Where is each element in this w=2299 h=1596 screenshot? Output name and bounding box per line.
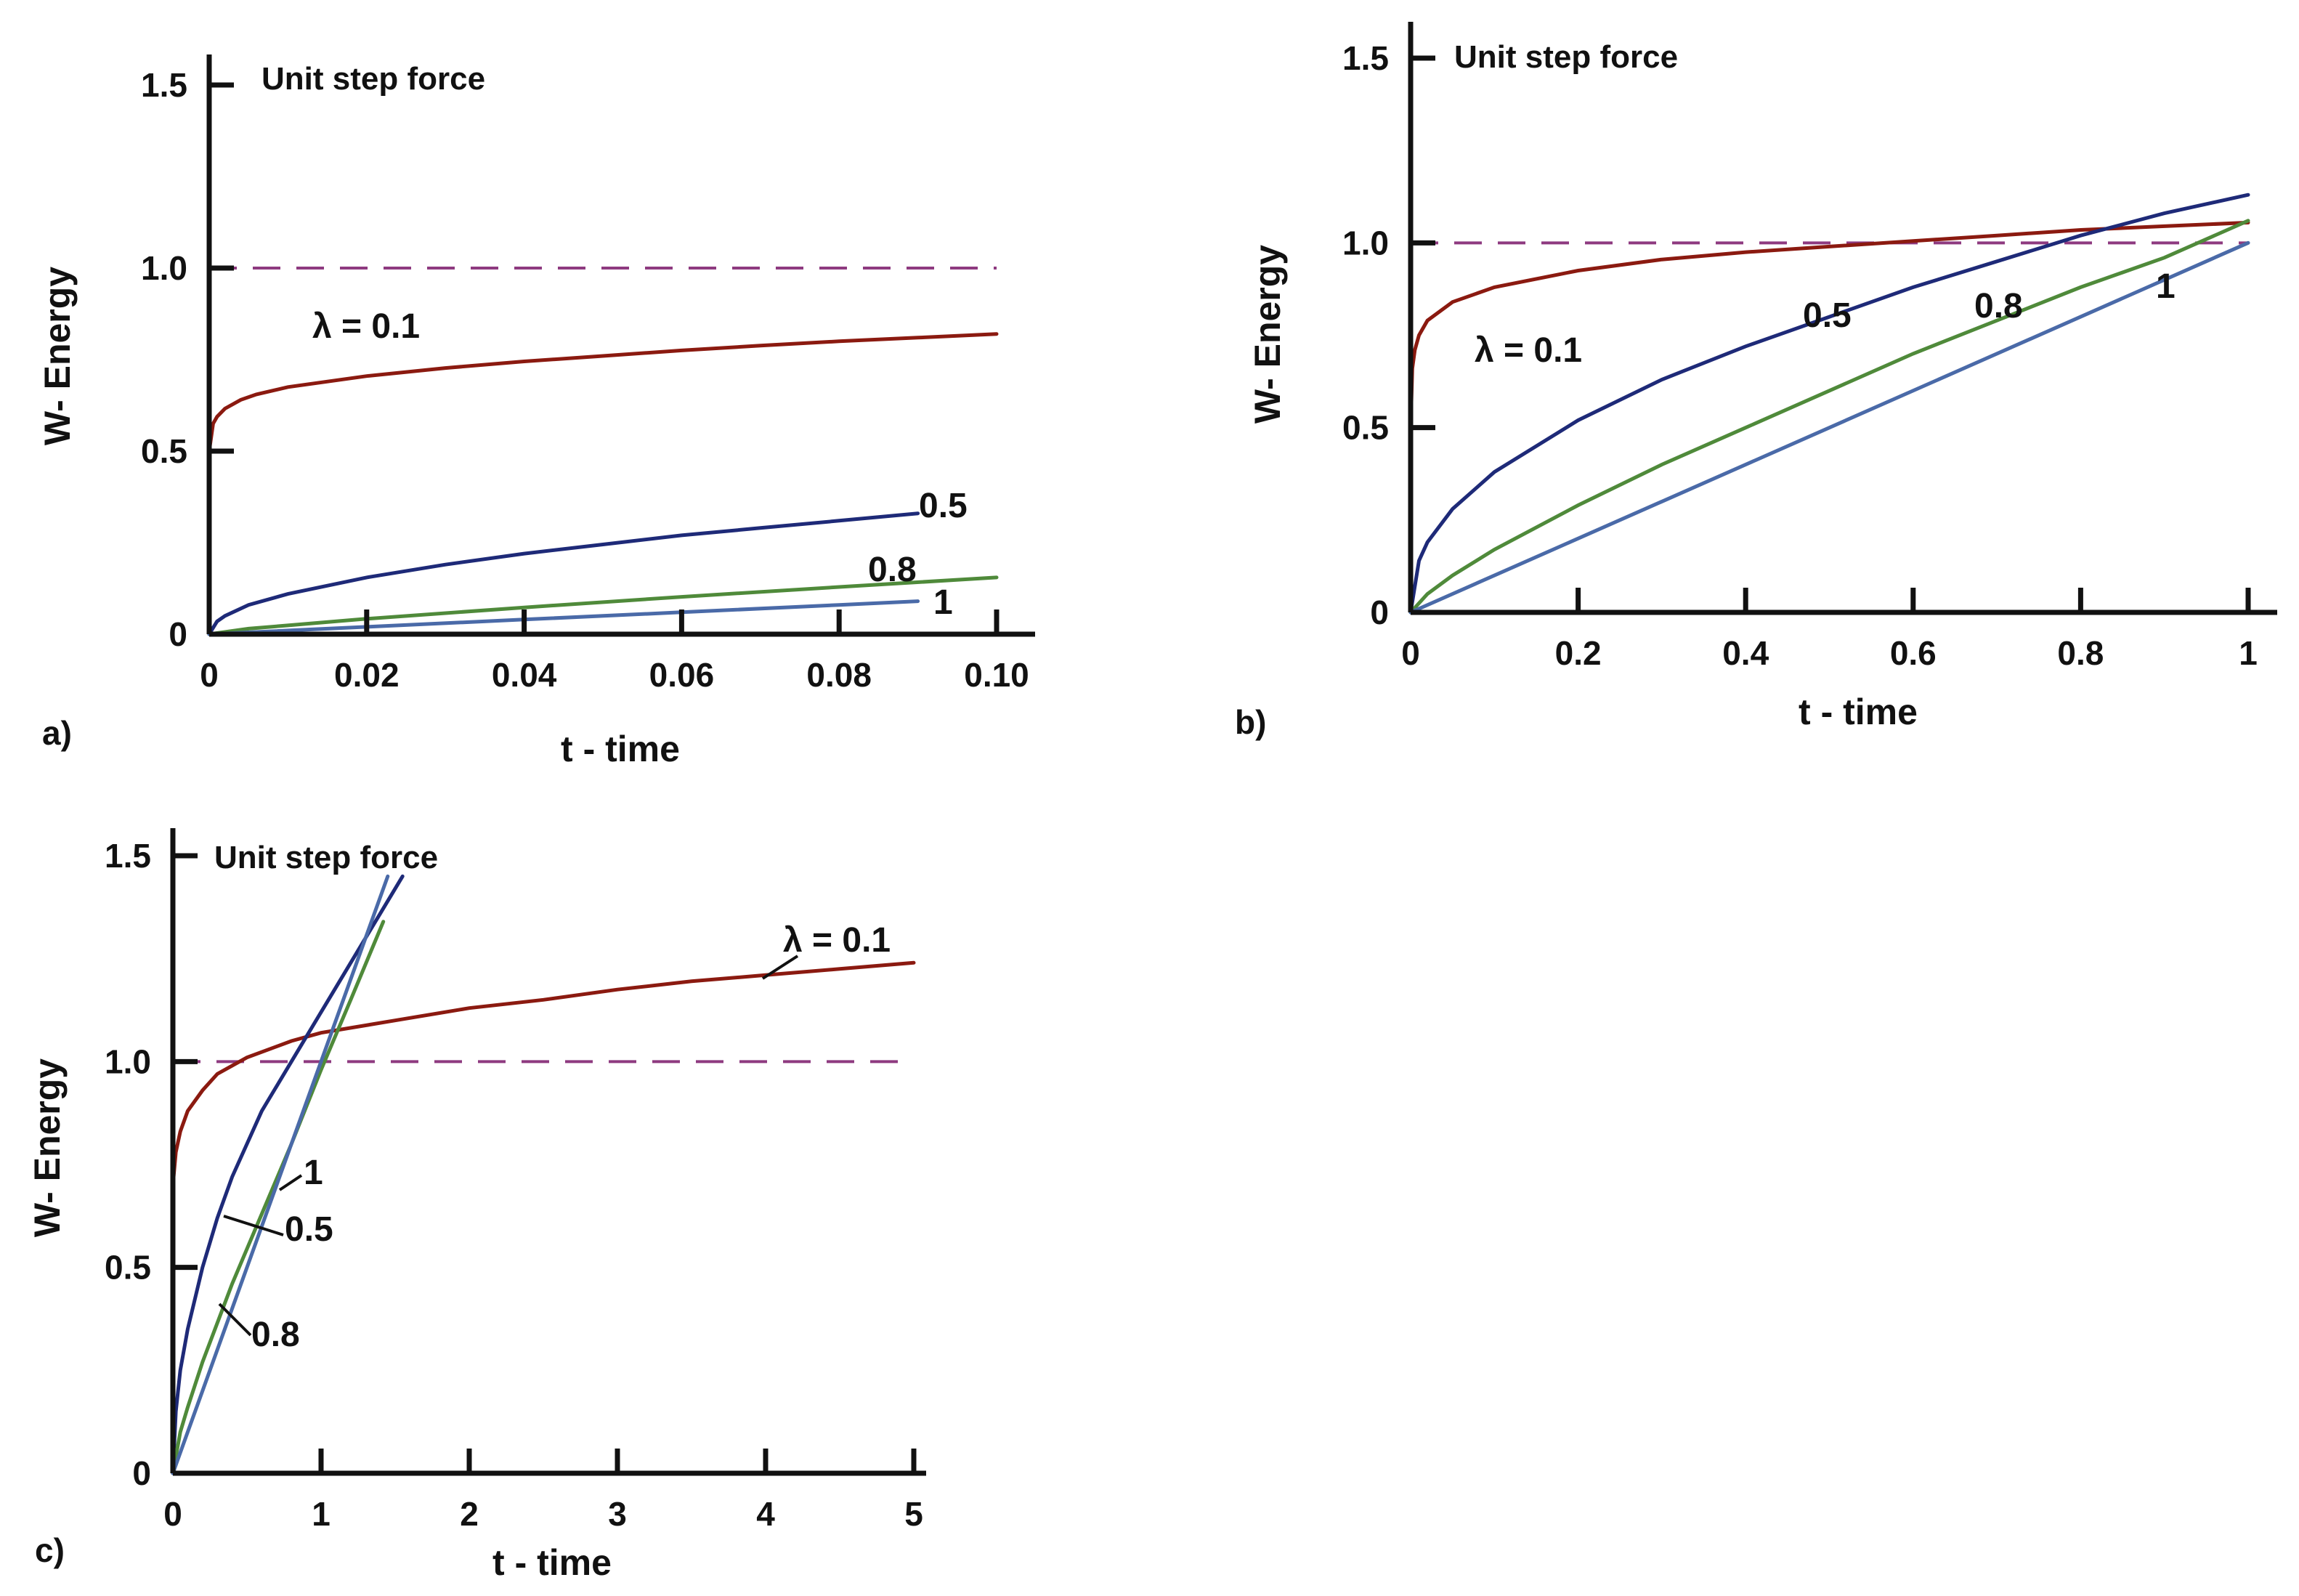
leader-c-0.5 (223, 1215, 284, 1236)
x-tick-label-b: 0 (1401, 634, 1420, 672)
x-tick-label-c: 5 (904, 1495, 923, 1533)
x-tick-label-a: 0.06 (649, 656, 715, 694)
chart-title-b: Unit step force (1454, 39, 1678, 75)
x-axis-title-a: t - time (561, 729, 680, 769)
y-tick-label-b: 0 (1370, 594, 1389, 631)
y-tick-label-a: 1.5 (141, 66, 187, 104)
series-line-c-0.1 (171, 960, 916, 1187)
y-tick-label-b: 0.5 (1342, 409, 1389, 447)
y-axis-title-a: W- Energy (37, 267, 78, 445)
y-tick-label-b: 1.0 (1342, 224, 1389, 262)
x-tick-label-c: 4 (756, 1495, 775, 1533)
x-tick-label-a: 0.04 (492, 656, 557, 694)
x-axis-title-c: t - time (492, 1542, 612, 1583)
x-tick-label-a: 0 (200, 656, 219, 694)
y-tick-label-a: 0.5 (141, 432, 187, 470)
y-axis-title-b: W- Energy (1247, 245, 1288, 424)
series-line-b-1 (1408, 240, 2250, 615)
leader-c-0.1 (761, 955, 799, 980)
x-axis-title-b: t - time (1799, 692, 1918, 732)
leader-c-1 (278, 1174, 303, 1191)
series-line-b-0.1 (1408, 220, 2250, 430)
y-tick-label-c: 1.0 (105, 1042, 151, 1080)
series-label-c-0.5: 0.5 (285, 1210, 333, 1249)
series-line-b-0.5 (1408, 193, 2250, 615)
y-tick-label-a: 0 (169, 615, 187, 653)
series-label-c-1: 1 (304, 1154, 323, 1192)
panel-label-c: c) (35, 1531, 65, 1569)
series-line-c-0.5 (171, 874, 405, 1475)
panel-label-a: a) (42, 714, 72, 752)
series-line-a-1 (207, 599, 920, 636)
x-tick-label-c: 1 (312, 1495, 331, 1533)
series-line-c-0.8 (171, 920, 386, 1475)
y-tick-label-c: 0 (132, 1454, 151, 1492)
y-tick-label-a: 1.0 (141, 249, 187, 287)
panel-label-b: b) (1235, 703, 1266, 741)
series-label-a-0.5: 0.5 (919, 487, 968, 525)
chart-title-c: Unit step force (214, 840, 438, 875)
panel-c-chart: W- Energy t - time Unit step force c) 0 1… (27, 828, 926, 1583)
series-label-b-0.1: λ = 0.1 (1475, 331, 1582, 370)
x-tick-label-b: 0.4 (1722, 634, 1769, 672)
x-tick-label-a: 0.02 (334, 656, 400, 694)
x-tick-label-b: 0.8 (2057, 634, 2104, 672)
chart-title-a: Unit step force (261, 61, 485, 97)
x-tick-label-a: 0.10 (964, 656, 1029, 694)
x-tick-label-b: 0.2 (1555, 634, 1602, 672)
y-axis-title-c: W- Energy (27, 1058, 68, 1237)
y-tick-label-b: 1.5 (1342, 39, 1389, 77)
x-tick-label-c: 3 (608, 1495, 627, 1533)
series-label-c-0.1: λ = 0.1 (783, 921, 891, 960)
series-line-b-0.8 (1408, 219, 2250, 615)
series-label-a-0.8: 0.8 (868, 551, 917, 589)
series-label-c-0.8: 0.8 (251, 1316, 300, 1354)
series-line-a-0.1 (207, 332, 999, 453)
y-tick-label-c: 0.5 (105, 1249, 151, 1287)
series-label-b-0.5: 0.5 (1803, 296, 1852, 335)
series-line-a-0.5 (207, 511, 920, 636)
series-line-c-1 (171, 874, 390, 1475)
x-tick-label-a: 0.08 (806, 656, 872, 694)
series-label-b-0.8: 0.8 (1974, 287, 2023, 325)
x-tick-label-c: 2 (460, 1495, 479, 1533)
series-line-a-0.8 (207, 575, 999, 636)
series-label-a-0.1: λ = 0.1 (312, 307, 420, 346)
x-tick-label-b: 1 (2239, 634, 2258, 672)
series-label-b-1: 1 (2156, 267, 2176, 306)
series-label-a-1: 1 (933, 583, 953, 622)
x-tick-label-b: 0.6 (1890, 634, 1937, 672)
leader-c-0.8 (218, 1303, 252, 1337)
y-tick-label-c: 1.5 (105, 837, 151, 875)
x-tick-label-c: 0 (163, 1495, 182, 1533)
